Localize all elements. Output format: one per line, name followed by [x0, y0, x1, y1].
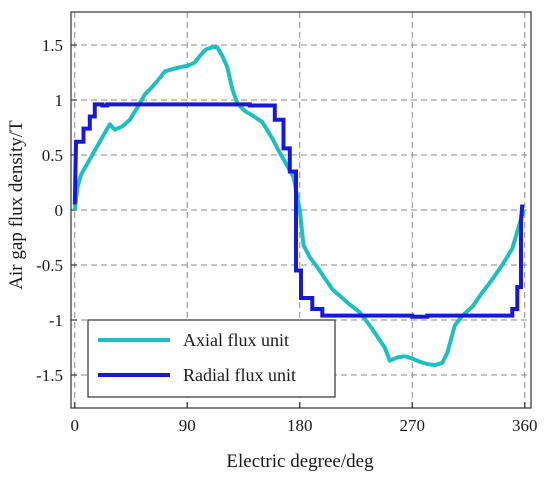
- x-tick-label: 180: [287, 416, 313, 435]
- x-tick-label: 360: [512, 416, 538, 435]
- y-axis-title: Air gap flux density/T: [6, 120, 27, 290]
- legend-label-axial: Axial flux unit: [183, 330, 289, 350]
- x-axis-title: Electric degree/deg: [226, 451, 374, 472]
- legend-box: [87, 319, 336, 398]
- y-tick-label: 1.5: [42, 36, 63, 55]
- y-tick-label: 0.5: [42, 146, 63, 165]
- tick-labels: 0 90 180 270 360 1.5 1 0.5 0 -0.5 -1 -1.5: [36, 36, 537, 435]
- y-tick-label: -1.5: [36, 366, 63, 385]
- y-tick-label: -1: [49, 311, 63, 330]
- x-tick-label: 270: [400, 416, 426, 435]
- y-tick-label: -0.5: [36, 256, 63, 275]
- y-tick-label: 1: [55, 91, 64, 110]
- y-tick-label: 0: [55, 201, 64, 220]
- legend-label-radial: Radial flux unit: [183, 365, 296, 385]
- series-line-axial: [72, 45, 526, 368]
- series-line-radial: [72, 102, 525, 319]
- x-tick-label: 90: [179, 416, 196, 435]
- series-layer: [72, 45, 526, 368]
- legend: Axial flux unit Radial flux unit: [87, 319, 336, 398]
- x-tick-label: 0: [71, 416, 80, 435]
